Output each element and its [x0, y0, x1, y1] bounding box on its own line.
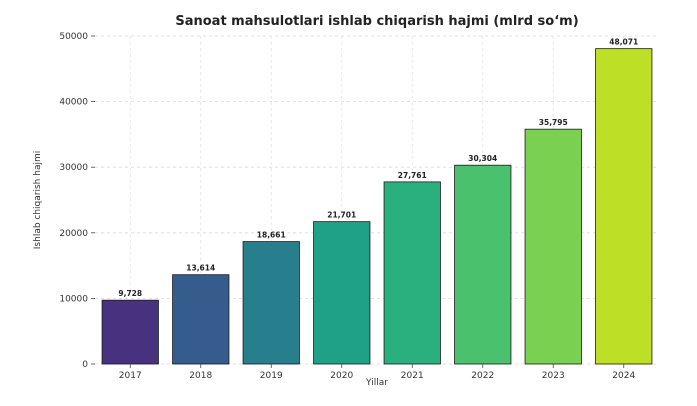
x-tick-label-2018: 2018 [189, 371, 212, 381]
x-tick-label-2024: 2024 [612, 371, 635, 381]
bar-2018 [172, 274, 230, 365]
x-axis-label: Yillar [365, 378, 388, 388]
data-label-2024: 48,071 [609, 38, 638, 47]
bar-2021 [383, 181, 441, 365]
x-tick-label-2021: 2021 [401, 371, 424, 381]
x-tick-label-2017: 2017 [119, 371, 142, 381]
x-tick-label-2020: 2020 [330, 371, 353, 381]
data-label-2022: 30,304 [468, 154, 497, 163]
x-tick-label-2023: 2023 [542, 371, 565, 381]
bar-2023 [524, 128, 582, 365]
chart-title: Sanoat mahsulotlari ishlab chiqarish haj… [175, 14, 578, 29]
data-label-2023: 35,795 [539, 118, 568, 127]
bar-2024 [595, 48, 653, 365]
data-label-2021: 27,761 [398, 171, 427, 180]
y-tick-label: 0 [82, 360, 88, 370]
y-tick-label: 40000 [59, 98, 88, 108]
bar-2017 [101, 299, 159, 365]
data-label-2018: 13,614 [186, 264, 215, 273]
y-tick-label: 50000 [59, 32, 88, 42]
data-label-2020: 21,701 [327, 211, 356, 220]
bars [101, 48, 653, 365]
data-label-2019: 18,661 [257, 231, 286, 240]
axes: 0 10000 20000 30000 40000 50000 2017 2018 2019 20… [59, 32, 635, 381]
bar-2020 [313, 221, 371, 365]
x-tick-label-2022: 2022 [471, 371, 494, 381]
y-tick-label: 20000 [59, 229, 88, 239]
bar-2022 [454, 164, 512, 365]
data-labels: 9,728 13,614 18,661 21,701 27,761 30,304 35,79… [118, 38, 638, 299]
x-tick-label-2019: 2019 [260, 371, 283, 381]
data-label-2017: 9,728 [118, 289, 142, 298]
y-tick-label: 10000 [59, 294, 88, 304]
y-axis-label: Ishlab chiqarish hajmi [33, 151, 43, 249]
y-tick-label: 30000 [59, 163, 88, 173]
bar-2019 [242, 241, 300, 365]
